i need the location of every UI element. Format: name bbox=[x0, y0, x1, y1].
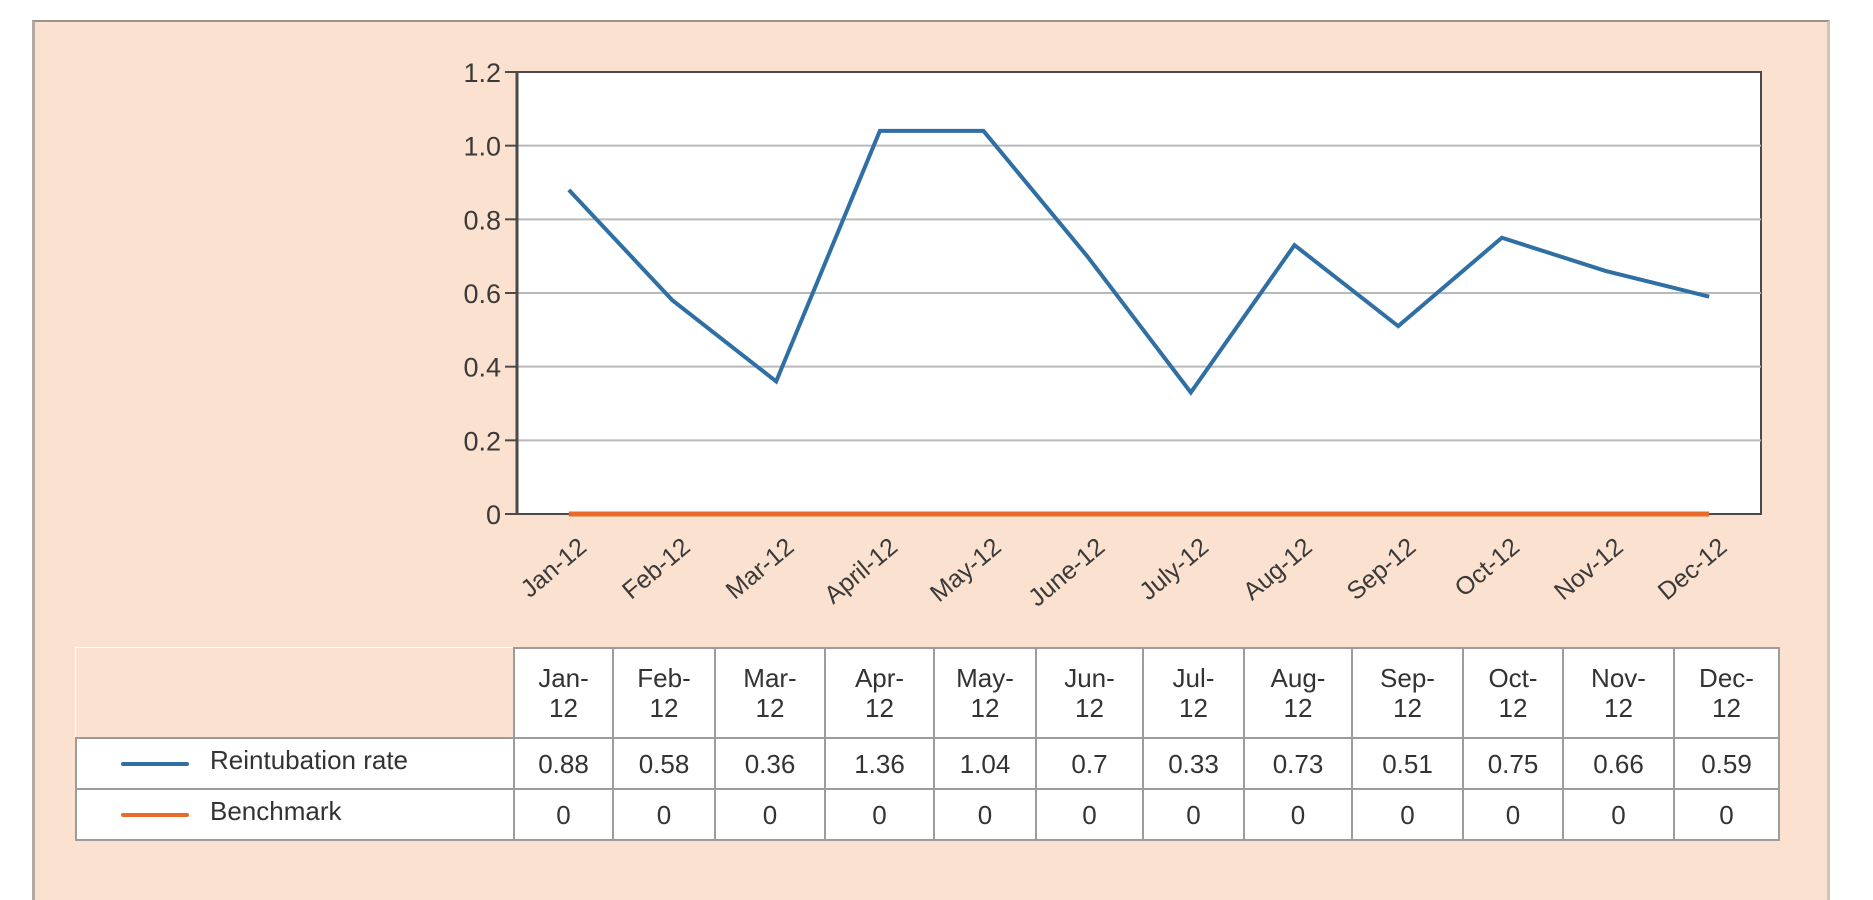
table-corner-blank bbox=[76, 648, 515, 739]
column-header-month: Jul- bbox=[1172, 663, 1215, 693]
column-header-year: 12 bbox=[1179, 693, 1208, 723]
table-cell: 0.88 bbox=[513, 737, 614, 790]
column-header: Dec- 12 bbox=[1673, 647, 1780, 739]
table-cell: 0 bbox=[612, 788, 716, 841]
table-cell: 0.75 bbox=[1462, 737, 1564, 790]
y-tick-label: 0.8 bbox=[463, 205, 501, 235]
column-header: Nov- 12 bbox=[1562, 647, 1675, 739]
x-tick-label: May-12 bbox=[925, 533, 1007, 608]
column-header-year: 12 bbox=[1075, 693, 1104, 723]
column-header: Aug- 12 bbox=[1243, 647, 1353, 739]
column-header-year: 12 bbox=[865, 693, 894, 723]
table-cell: 0 bbox=[1462, 788, 1564, 841]
x-axis: Jan-12 Feb-12 Mar-12 April-12 May-12 June-12 J… bbox=[515, 533, 1732, 613]
column-header-month: Sep- bbox=[1380, 663, 1435, 693]
line-chart: 1.2 1.0 0.8 0.6 0.4 0.2 0 Jan-12 Feb-12 Mar-12 Ap… bbox=[463, 58, 1762, 613]
column-header-year: 12 bbox=[970, 693, 1000, 723]
table-cell: 0.51 bbox=[1351, 737, 1464, 790]
x-tick-label: June-12 bbox=[1023, 533, 1110, 613]
table-row: Reintubation rate 0.88 0.58 0.36 1.36 1.04 0.… bbox=[75, 737, 1780, 790]
y-axis: 1.2 1.0 0.8 0.6 0.4 0.2 0 bbox=[463, 58, 519, 530]
table-cell: 0 bbox=[513, 788, 614, 841]
column-header: Apr- 12 bbox=[824, 647, 935, 739]
column-header-year: 12 bbox=[1283, 693, 1313, 723]
table-cell: 1.04 bbox=[933, 737, 1037, 790]
table-cell: 0 bbox=[714, 788, 826, 841]
column-header: Mar- 12 bbox=[714, 647, 826, 739]
table-cell: 0 bbox=[1035, 788, 1144, 841]
data-table: Jan- 12 Feb- 12 Mar- 12 Apr- 12 May- 12 Jun- 12 Jul-… bbox=[75, 647, 1780, 841]
column-header-month: Aug- bbox=[1270, 663, 1326, 693]
column-header: Jan- 12 bbox=[513, 647, 614, 739]
x-tick-label: Feb-12 bbox=[617, 533, 696, 605]
table-cell: 0.59 bbox=[1673, 737, 1780, 790]
y-tick-label: 0.2 bbox=[463, 426, 501, 456]
column-header-month: Feb- bbox=[637, 663, 691, 693]
column-header-month: Jan- bbox=[538, 663, 589, 693]
table-cell: 0 bbox=[1351, 788, 1464, 841]
gridlines bbox=[517, 144, 1761, 442]
y-tick-label: 1.2 bbox=[463, 58, 501, 88]
y-tick-label: 0.6 bbox=[463, 279, 501, 309]
column-header-month: Mar- bbox=[743, 663, 797, 693]
column-header-year: 12 bbox=[1712, 693, 1741, 723]
table-cell: 0 bbox=[1562, 788, 1675, 841]
column-header: May- 12 bbox=[933, 647, 1037, 739]
table-cell: 0.33 bbox=[1142, 737, 1245, 790]
column-header-year: 12 bbox=[549, 693, 578, 723]
table-cell: 0.58 bbox=[612, 737, 716, 790]
table-cell: 0 bbox=[824, 788, 935, 841]
table-cell: 0 bbox=[1142, 788, 1245, 841]
table-cell: 0.66 bbox=[1562, 737, 1675, 790]
y-tick-label: 0.4 bbox=[463, 353, 501, 383]
x-tick-label: Aug-12 bbox=[1238, 533, 1318, 606]
legend-cell-reintubation: Reintubation rate bbox=[75, 737, 515, 790]
y-tick-label: 0 bbox=[486, 500, 501, 530]
column-header-year: 12 bbox=[1604, 693, 1633, 723]
reintubation-rate-line bbox=[567, 128, 1710, 396]
table-header-row: Jan- 12 Feb- 12 Mar- 12 Apr- 12 May- 12 Jun- 12 Jul-… bbox=[76, 647, 1780, 739]
table-cell: 0 bbox=[1673, 788, 1780, 841]
x-tick-label: Dec-12 bbox=[1653, 533, 1733, 606]
legend-label: Benchmark bbox=[210, 796, 342, 826]
legend-line-blue-icon bbox=[121, 762, 189, 766]
x-tick-label: Jan-12 bbox=[515, 533, 592, 604]
column-header: Jun- 12 bbox=[1035, 647, 1144, 739]
column-header-month: Oct- bbox=[1488, 663, 1538, 693]
y-tick-label: 1.0 bbox=[463, 132, 501, 162]
column-header-year: 12 bbox=[1498, 693, 1528, 723]
table-cell: 0.36 bbox=[714, 737, 826, 790]
column-header: Jul- 12 bbox=[1142, 647, 1245, 739]
legend-label: Reintubation rate bbox=[210, 745, 409, 775]
legend-line-orange-icon bbox=[121, 813, 189, 817]
column-header-month: Jun- bbox=[1064, 663, 1115, 693]
x-tick-label: April-12 bbox=[819, 533, 903, 610]
legend-cell-benchmark: Benchmark bbox=[75, 788, 515, 841]
column-header-month: Nov- bbox=[1591, 663, 1646, 693]
column-header-year: 12 bbox=[649, 693, 679, 723]
column-header-month: May- bbox=[956, 663, 1014, 693]
table-cell: 0.73 bbox=[1243, 737, 1353, 790]
column-header-year: 12 bbox=[755, 693, 785, 723]
column-header-year: 12 bbox=[1393, 693, 1422, 723]
x-tick-label: Nov-12 bbox=[1549, 533, 1629, 606]
column-header: Oct- 12 bbox=[1462, 647, 1564, 739]
column-header-month: Dec- bbox=[1699, 663, 1754, 693]
x-tick-label: Mar-12 bbox=[721, 533, 800, 605]
column-header: Sep- 12 bbox=[1351, 647, 1464, 739]
table-cell: 1.36 bbox=[824, 737, 935, 790]
table-cell: 0 bbox=[933, 788, 1037, 841]
series bbox=[505, 128, 1710, 517]
table-cell: 0.7 bbox=[1035, 737, 1144, 790]
table-cell: 0 bbox=[1243, 788, 1353, 841]
x-tick-label: July-12 bbox=[1134, 533, 1214, 606]
x-tick-label: Sep-12 bbox=[1342, 533, 1422, 606]
column-header-month: Apr- bbox=[854, 663, 905, 693]
x-tick-label: Oct-12 bbox=[1450, 533, 1525, 603]
column-header: Feb- 12 bbox=[612, 647, 716, 739]
